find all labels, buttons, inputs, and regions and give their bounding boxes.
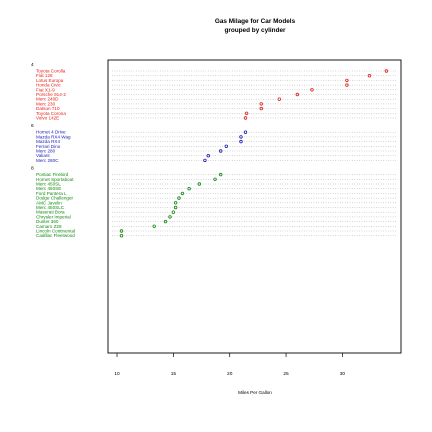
row-label: Lincoln Continental: [36, 229, 75, 234]
row-label: Merc 280: [36, 149, 56, 154]
row-label: Volvo 142E: [36, 116, 59, 121]
data-point: [243, 116, 248, 120]
data-point: [180, 191, 185, 196]
row-label: Hornet Sportabout: [36, 177, 74, 182]
row-label: Maserati Bora: [36, 210, 65, 215]
row-label: Merc 230: [36, 101, 56, 106]
data-point: [173, 205, 178, 210]
data-point: [367, 73, 372, 78]
data-point: [259, 102, 263, 106]
row-label: Pontiac Firebird: [36, 172, 69, 177]
data-point: [168, 215, 172, 219]
data-point: [177, 196, 181, 200]
row-label: Mazda RX4: [36, 139, 60, 144]
group-labels: 4 6 8: [31, 62, 34, 172]
row-label: Ferrari Dino: [36, 144, 61, 149]
row-label: Camaro Z28: [36, 224, 62, 229]
data-point: [310, 88, 314, 92]
x-tick-label: 30: [340, 371, 346, 377]
data-point: [239, 135, 243, 139]
group-label: 4: [31, 62, 34, 68]
data-point: [171, 210, 176, 214]
data-point: [218, 172, 223, 177]
grid-lines: [112, 70, 397, 236]
row-label: Dodge Challenger: [36, 196, 74, 201]
chart-title: Gas Milage for Car Models: [215, 18, 296, 25]
data-point: [345, 83, 349, 87]
data-point: [243, 130, 248, 134]
data-point: [119, 233, 124, 238]
row-label: Mazda RX4 Wag: [36, 134, 71, 139]
row-label: Valiant: [36, 153, 50, 158]
row-label: AMC Javelin: [36, 200, 62, 205]
data-point: [206, 153, 210, 158]
x-tick-label: 15: [171, 371, 177, 377]
row-label: Merc 450SLC: [36, 205, 65, 210]
x-axis-ticks: 10 15 20 25 30: [114, 353, 345, 377]
row-label: Toyota Corolla: [36, 69, 66, 74]
row-label: Fiat X1-9: [36, 87, 55, 92]
row-label: Merc 450SE: [36, 186, 61, 191]
row-label: Hornet 4 Drive: [36, 130, 66, 135]
data-point: [197, 182, 201, 186]
row-label: Cadillac Fleetwood: [36, 233, 75, 238]
row-label: Merc 240D: [36, 97, 59, 102]
row-label: Honda Civic: [36, 83, 61, 88]
data-point: [259, 106, 263, 111]
data-point: [295, 92, 300, 97]
data-point: [277, 97, 281, 101]
row-label: Porsche 914-2: [36, 92, 66, 97]
row-label: Duster 360: [36, 219, 59, 224]
x-tick-label: 10: [114, 371, 120, 377]
data-point: [203, 158, 207, 163]
plot-frame: [107, 59, 402, 354]
row-label: Merc 280C: [36, 158, 59, 163]
row-label: Chrysler Imperial: [36, 214, 71, 219]
group-label: 6: [31, 123, 34, 129]
data-point: [218, 149, 223, 153]
x-axis-label: Miles Per Gallon: [238, 390, 272, 395]
chart-subtitle: grouped by cylinder: [224, 27, 286, 34]
data-point: [384, 69, 389, 73]
data-point: [173, 201, 178, 205]
data-point: [224, 144, 229, 148]
data-point: [239, 139, 243, 144]
data-point: [119, 229, 124, 233]
row-label: Fiat 128: [36, 73, 53, 78]
data-points: [119, 69, 389, 238]
row-label: Lotus Europa: [36, 78, 64, 83]
x-tick-label: 20: [227, 371, 233, 377]
row-label: Merc 450SL: [36, 182, 61, 187]
group-label: 8: [31, 166, 34, 172]
data-point: [213, 177, 217, 181]
data-point: [345, 78, 349, 83]
data-point: [244, 111, 249, 115]
data-point: [152, 224, 156, 228]
data-point: [187, 186, 191, 191]
row-label: Toyota Corona: [36, 111, 66, 116]
row-label: Datsun 710: [36, 106, 60, 111]
x-tick-label: 25: [283, 371, 289, 377]
row-label: Ford Pantera L: [36, 191, 67, 196]
data-point: [163, 219, 168, 224]
